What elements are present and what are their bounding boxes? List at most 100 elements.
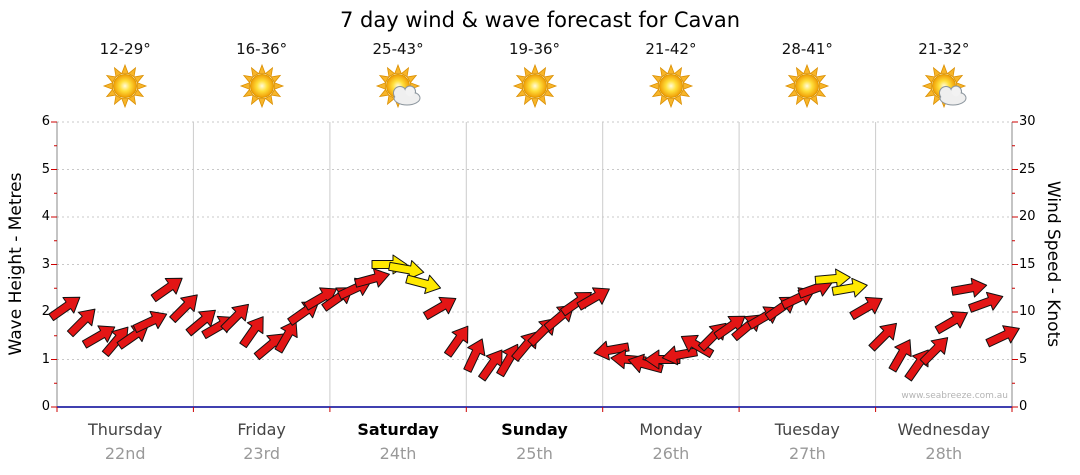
sun-ray (537, 94, 546, 106)
wind-arrow (443, 325, 469, 358)
temperature-range: 28-41° (781, 40, 833, 58)
cloud-icon (393, 85, 421, 106)
day-name-label: Tuesday (774, 420, 840, 439)
wind-arrow (116, 325, 149, 350)
wind-speed-tick-label: 25 (1019, 161, 1036, 177)
sun-ray (673, 94, 682, 106)
wind-arrow (388, 260, 425, 280)
wave-height-tick-label: 2 (41, 304, 50, 319)
wind-arrow (48, 296, 81, 322)
sun-ray (924, 74, 936, 84)
sun-ray (819, 82, 830, 90)
sun-ray (378, 74, 390, 84)
wave-height-tick-label: 0 (41, 399, 50, 414)
temperature-range: 19-36° (508, 40, 561, 58)
sun-ray (400, 66, 410, 78)
sun-ray (788, 88, 799, 98)
wind-arrow (150, 277, 183, 303)
sun-ray (114, 94, 123, 106)
cloud-icon (938, 85, 967, 106)
sun-ray (952, 74, 963, 84)
sun-ray (242, 74, 254, 84)
sun-ray (378, 88, 390, 98)
sun-ray (242, 88, 254, 98)
wind-arrow (934, 311, 968, 335)
sun-ray (679, 74, 691, 84)
sun-ray (523, 66, 532, 78)
day-date-label: 26th (652, 444, 690, 463)
sun-ray (270, 88, 281, 98)
wind-arrow (66, 308, 96, 338)
day-header: 25-43° (356, 40, 440, 112)
sun-ray (537, 66, 546, 78)
sun-ray (810, 66, 819, 78)
temperature-range: 12-29° (99, 40, 151, 58)
sun-ray (679, 88, 691, 98)
wave-height-tick-label: 5 (41, 161, 50, 177)
sun-ray (114, 66, 123, 78)
day-header: 21-42° (629, 40, 713, 112)
wind-arrow (831, 277, 868, 298)
sun-ray (810, 94, 819, 106)
sun-ray (127, 94, 137, 106)
sun-ray (512, 82, 523, 90)
wind-speed-tick-label: 20 (1019, 209, 1036, 224)
sun-ray (523, 94, 532, 106)
wind-arrow (185, 309, 216, 337)
sun-ray (921, 82, 932, 90)
sun-ray (543, 74, 554, 84)
sun-ray (940, 63, 948, 74)
sun-icon (103, 63, 148, 109)
temperature-range: 16-36° (236, 40, 288, 58)
sun-ray (796, 94, 805, 106)
sun-ray (667, 98, 675, 109)
wind-arrow (627, 353, 664, 374)
wind-arrow (132, 310, 168, 334)
sun-ray (406, 74, 418, 84)
wind-arrow (220, 303, 249, 333)
watermark: www.seabreeze.com.au (901, 391, 1008, 401)
sun-ray (659, 66, 669, 78)
wind-speed-tick-label: 0 (1019, 399, 1028, 414)
wind-arrow (239, 316, 264, 349)
sun-ray (788, 74, 799, 84)
sun-ray (515, 88, 526, 98)
day-name-label: Monday (639, 420, 703, 439)
wind-arrow (81, 325, 116, 349)
sun-ray (546, 82, 557, 90)
sun-ray (386, 66, 396, 78)
sun-ray (121, 98, 129, 109)
sun-ray (270, 74, 281, 84)
wind-arrow (405, 274, 442, 295)
day-date-label: 27th (788, 444, 826, 463)
day-date-label: 24th (379, 444, 417, 463)
sun-ray (250, 94, 259, 106)
sun-ray (796, 66, 805, 78)
day-header: 21-32° (902, 40, 986, 112)
day-date-label: 22nd (104, 444, 146, 463)
sun-ray (530, 98, 539, 109)
sun-ray (543, 88, 554, 98)
sun-ray (815, 88, 827, 98)
wind-arrow (169, 294, 198, 324)
sun-icon (512, 63, 557, 109)
wave-height-tick-label: 1 (41, 351, 50, 367)
left-axis-title: Wave Height - Metres (6, 172, 26, 356)
day-date-label: 23rd (243, 444, 281, 463)
sun-ray (375, 82, 386, 90)
sun-ray (127, 66, 137, 78)
day-date-label: 28th (925, 444, 963, 463)
sun-ray (273, 82, 284, 90)
day-name-label: Thursday (88, 420, 163, 439)
wind-arrow (950, 277, 988, 298)
wind-speed-tick-label: 15 (1019, 256, 1036, 272)
sun-ray (250, 66, 259, 78)
wind-arrow (576, 287, 610, 311)
wind-arrow (814, 268, 851, 289)
sun-ray (530, 63, 539, 74)
wind-arrow (968, 291, 1004, 313)
wind-arrow (274, 320, 298, 354)
sun-ray (785, 82, 796, 90)
